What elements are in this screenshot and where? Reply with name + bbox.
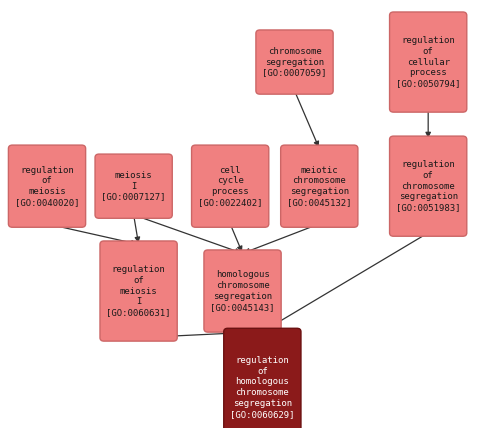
Text: regulation
of
chromosome
segregation
[GO:0051983]: regulation of chromosome segregation [GO…	[396, 160, 460, 212]
Text: regulation
of
meiosis
[GO:0040020]: regulation of meiosis [GO:0040020]	[15, 166, 79, 207]
FancyBboxPatch shape	[390, 136, 467, 236]
Text: meiotic
chromosome
segregation
[GO:0045132]: meiotic chromosome segregation [GO:00451…	[287, 166, 351, 207]
FancyBboxPatch shape	[100, 241, 177, 341]
FancyBboxPatch shape	[224, 328, 301, 428]
Text: cell
cycle
process
[GO:0022402]: cell cycle process [GO:0022402]	[198, 166, 262, 207]
FancyBboxPatch shape	[281, 145, 358, 227]
Text: regulation
of
meiosis
I
[GO:0060631]: regulation of meiosis I [GO:0060631]	[106, 265, 171, 317]
Text: homologous
chromosome
segregation
[GO:0045143]: homologous chromosome segregation [GO:00…	[210, 270, 275, 312]
FancyBboxPatch shape	[390, 12, 467, 112]
Text: regulation
of
cellular
process
[GO:0050794]: regulation of cellular process [GO:00507…	[396, 36, 460, 88]
Text: meiosis
I
[GO:0007127]: meiosis I [GO:0007127]	[101, 171, 166, 202]
FancyBboxPatch shape	[256, 30, 333, 94]
FancyBboxPatch shape	[192, 145, 269, 227]
FancyBboxPatch shape	[95, 154, 172, 218]
Text: regulation
of
homologous
chromosome
segregation
[GO:0060629]: regulation of homologous chromosome segr…	[230, 356, 295, 419]
FancyBboxPatch shape	[8, 145, 86, 227]
FancyBboxPatch shape	[204, 250, 281, 332]
Text: chromosome
segregation
[GO:0007059]: chromosome segregation [GO:0007059]	[262, 47, 327, 77]
